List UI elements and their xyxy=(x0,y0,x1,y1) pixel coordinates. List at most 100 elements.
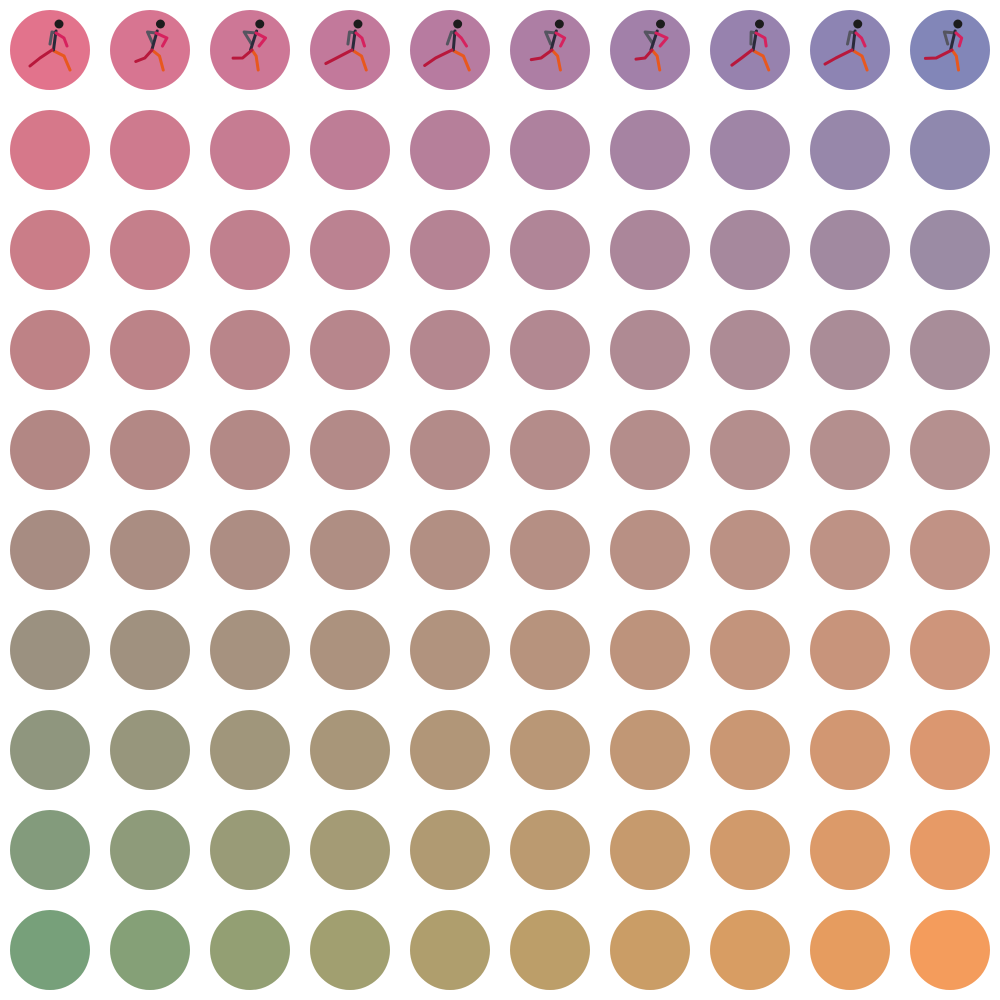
dot xyxy=(510,410,590,490)
dot xyxy=(810,210,890,290)
dot xyxy=(210,410,290,490)
dot xyxy=(610,210,690,290)
dot xyxy=(10,910,90,990)
runner-far-leg xyxy=(450,48,471,72)
runner-head xyxy=(255,19,265,29)
runner-far-arm xyxy=(242,30,258,46)
dot xyxy=(510,510,590,590)
dot xyxy=(210,810,290,890)
dot xyxy=(310,910,390,990)
dot xyxy=(10,810,90,890)
dot xyxy=(810,710,890,790)
runner-far-leg xyxy=(50,48,72,72)
dot xyxy=(310,410,390,490)
runner-far-arm xyxy=(544,30,558,46)
runner-far-arm xyxy=(942,30,958,46)
dot xyxy=(10,410,90,490)
dot xyxy=(310,810,390,890)
dot xyxy=(610,410,690,490)
dot xyxy=(710,610,790,690)
dot xyxy=(310,610,390,690)
runner-head xyxy=(853,19,863,29)
dot xyxy=(110,110,190,190)
dot xyxy=(310,310,390,390)
dot xyxy=(10,610,90,690)
runner-far-arm xyxy=(145,30,158,46)
dot xyxy=(210,610,290,690)
dot xyxy=(410,410,490,490)
dot xyxy=(810,10,890,90)
dot xyxy=(410,10,490,90)
runner-head xyxy=(54,19,64,29)
runner-near-leg xyxy=(529,48,554,62)
dot xyxy=(10,310,90,390)
runner-near-arm xyxy=(54,31,69,48)
runner-icon xyxy=(529,19,567,72)
runner-head xyxy=(655,19,665,29)
runner-far-leg xyxy=(950,48,960,72)
dot xyxy=(10,510,90,590)
dot xyxy=(710,910,790,990)
dot xyxy=(610,10,690,90)
runner-near-leg xyxy=(423,48,454,67)
runner-near-leg xyxy=(634,48,654,61)
runner-near-leg xyxy=(324,48,354,66)
dot xyxy=(610,810,690,890)
dot xyxy=(910,10,990,90)
dot xyxy=(410,110,490,190)
dot xyxy=(110,210,190,290)
dot xyxy=(210,210,290,290)
runner-torso xyxy=(451,29,457,52)
runner-head xyxy=(353,19,363,29)
dot xyxy=(10,710,90,790)
runner-far-leg xyxy=(850,48,869,72)
dot xyxy=(510,110,590,190)
dot xyxy=(810,610,890,690)
runner-far-leg xyxy=(250,48,260,72)
runner-icon xyxy=(730,19,771,72)
dot xyxy=(810,110,890,190)
dot xyxy=(410,510,490,590)
runner-icon xyxy=(423,19,471,72)
dot xyxy=(110,310,190,390)
dot xyxy=(210,110,290,190)
runner-head xyxy=(453,19,463,29)
dot xyxy=(910,110,990,190)
dot xyxy=(210,310,290,390)
runner-near-leg xyxy=(231,48,254,60)
dot xyxy=(710,410,790,490)
dot xyxy=(610,610,690,690)
runner-far-leg xyxy=(350,48,368,72)
dot xyxy=(310,710,390,790)
dot xyxy=(810,310,890,390)
dot xyxy=(710,810,790,890)
runner-head xyxy=(554,19,564,29)
dot xyxy=(410,910,490,990)
runner-far-arm xyxy=(749,30,758,46)
dot xyxy=(710,510,790,590)
dot xyxy=(610,710,690,790)
runner-near-leg xyxy=(823,48,854,66)
dot xyxy=(610,910,690,990)
dot xyxy=(910,710,990,790)
dot xyxy=(310,110,390,190)
runner-near-leg xyxy=(28,48,54,68)
runner-far-leg xyxy=(150,48,165,72)
dot xyxy=(10,10,90,90)
runner-icon xyxy=(324,19,368,72)
dot xyxy=(610,310,690,390)
dot xyxy=(610,110,690,190)
dot xyxy=(510,910,590,990)
dot xyxy=(710,310,790,390)
dot xyxy=(410,610,490,690)
runner-torso xyxy=(851,29,857,52)
dot xyxy=(510,210,590,290)
runner-far-leg xyxy=(750,48,771,72)
runner-near-arm xyxy=(354,31,367,48)
dot xyxy=(810,510,890,590)
dot xyxy=(910,810,990,890)
runner-near-leg xyxy=(134,48,154,63)
runner-near-leg xyxy=(730,48,754,67)
runner-icon xyxy=(134,19,169,72)
runner-near-arm xyxy=(554,31,567,48)
